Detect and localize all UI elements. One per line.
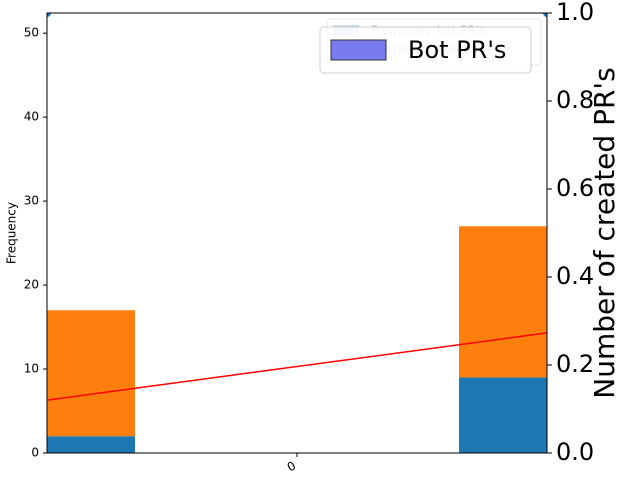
y2-tick-label: 0.0 [556,438,594,466]
legend-box [319,26,532,74]
y2-tick-label: 0.2 [556,350,594,378]
point [47,13,51,17]
trend-line [46,332,548,401]
bar [459,377,547,453]
point [543,13,547,17]
y-tick-label: 30 [24,194,39,208]
y-tick-label: 20 [24,278,39,292]
y2-tick-label: 0.4 [556,262,594,290]
bar [459,226,547,378]
y2-axis-label: Number of created PR's [588,67,621,398]
legend-label: Bot PR's [408,36,506,64]
bar [47,310,135,437]
legend-swatch [330,39,387,61]
y-axis-label: Frequency [5,202,19,264]
y2-tick-label: 0.8 [556,86,594,114]
y-tick-label: 40 [24,110,39,124]
y2-tick-label: 0.6 [556,174,594,202]
bar [47,436,135,453]
y-tick-label: 10 [24,362,39,376]
y2-tick-label: 1.0 [556,0,594,26]
y-tick-label: 0 [31,446,39,460]
y-tick-label: 50 [24,26,39,40]
x-tick-label: 0 [285,459,299,475]
